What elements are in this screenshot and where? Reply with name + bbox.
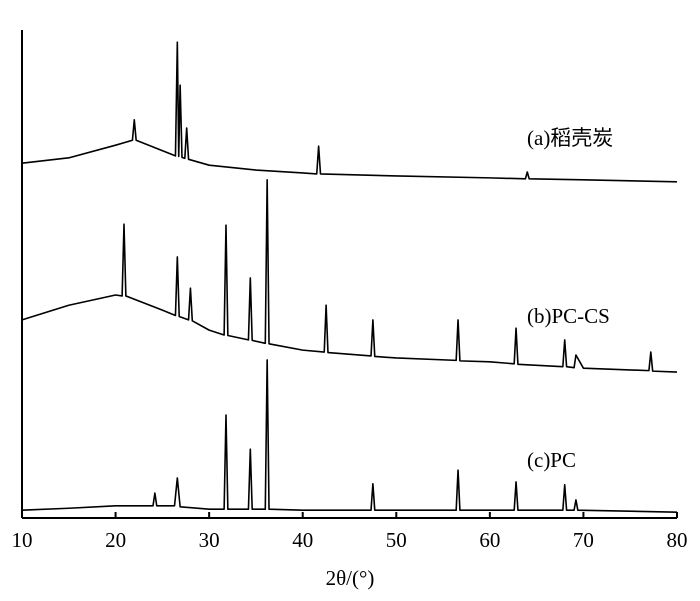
x-tick-label: 40 [292,528,313,552]
xrd-pattern [21,359,678,513]
x-tick-label: 50 [386,528,407,552]
x-tick-label: 30 [199,528,220,552]
x-tick-label: 70 [573,528,594,552]
xrd-pattern [21,41,678,183]
series-label: (c)PC [527,448,576,472]
xrd-pattern [21,179,678,373]
x-axis-label: 2θ/(°) [326,566,375,590]
series-label: (a)稻壳炭 [527,126,613,150]
x-tick-label: 20 [105,528,126,552]
x-tick-label: 60 [479,528,500,552]
x-tick-label: 10 [12,528,33,552]
x-tick-label: 80 [667,528,688,552]
series-label: (b)PC-CS [527,304,610,328]
